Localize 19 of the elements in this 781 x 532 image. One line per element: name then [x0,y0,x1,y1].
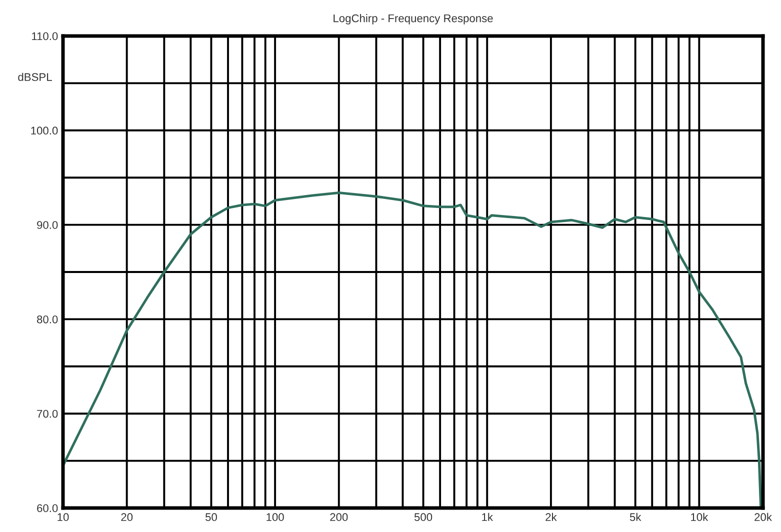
x-tick-label: 10k [691,512,708,522]
y-tick-label: 110.0 [32,32,58,40]
x-tick-label: 200 [330,513,348,522]
x-tick-label: 20k [754,512,772,522]
y-tick-label: 70.0 [37,410,58,418]
chart-title: LogChirp - Frequency Response [334,14,493,24]
x-tick-label: 10 [58,513,69,522]
x-tick-label: 500 [414,513,432,522]
x-tick-label: 50 [205,513,217,522]
y-tick-label: 100.0 [31,126,58,135]
y-tick-label: 90.0 [37,221,58,229]
x-tick-label: 1k [482,512,493,521]
x-tick-label: 2k [546,512,557,521]
x-tick-label: 20 [121,513,133,522]
y-tick-label: 80.0 [37,315,58,324]
x-tick-label: 100 [266,513,284,522]
y-tick-label: 60.0 [37,504,58,512]
x-tick-label: 5k [630,512,642,522]
y-axis-title: dBSPL [18,72,52,82]
